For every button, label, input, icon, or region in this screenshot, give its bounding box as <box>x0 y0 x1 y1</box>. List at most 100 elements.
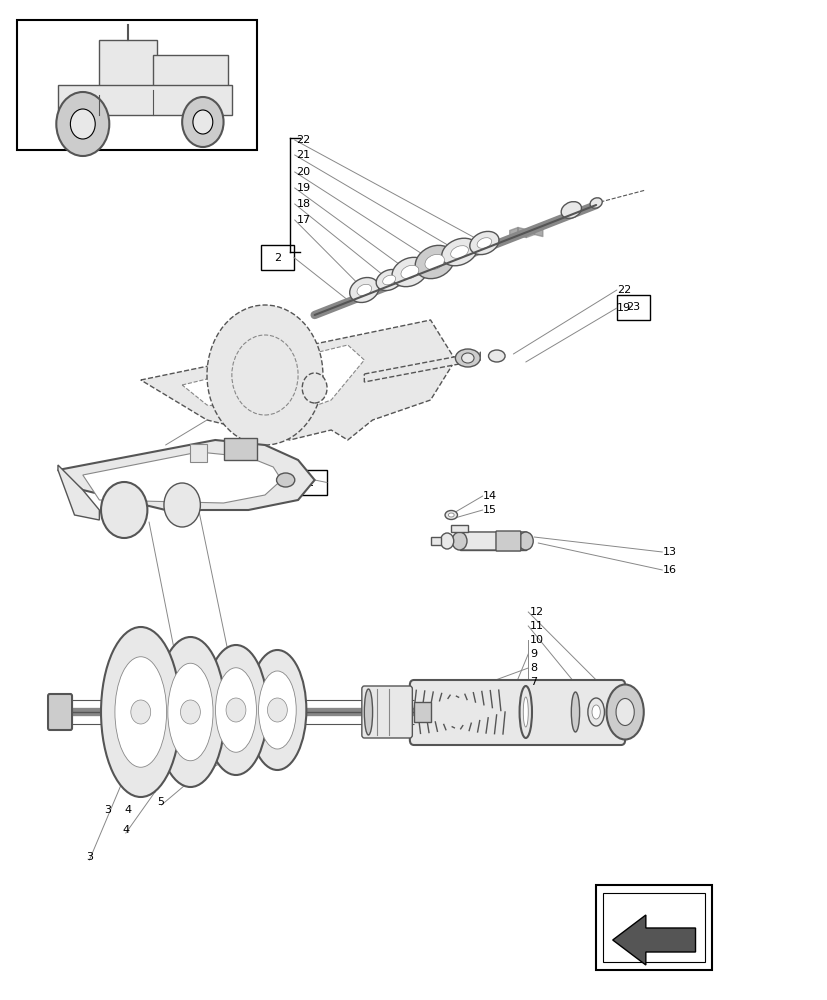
Bar <box>595 885 711 970</box>
FancyBboxPatch shape <box>461 532 527 550</box>
Circle shape <box>131 700 151 724</box>
Text: 4: 4 <box>122 825 130 835</box>
Ellipse shape <box>615 698 633 726</box>
Polygon shape <box>612 915 695 965</box>
Ellipse shape <box>391 257 428 287</box>
Circle shape <box>164 483 200 527</box>
Bar <box>261 245 294 270</box>
Text: 6: 6 <box>194 765 200 775</box>
Ellipse shape <box>248 650 306 770</box>
Ellipse shape <box>215 668 256 752</box>
Bar <box>223 438 256 460</box>
Text: 23: 23 <box>625 302 640 312</box>
Circle shape <box>232 335 298 415</box>
Circle shape <box>226 698 246 722</box>
Circle shape <box>56 92 109 156</box>
Circle shape <box>302 373 327 403</box>
Circle shape <box>440 533 453 549</box>
Circle shape <box>180 700 200 724</box>
Ellipse shape <box>101 627 180 797</box>
Bar <box>602 893 705 962</box>
Text: 5: 5 <box>149 785 155 795</box>
Text: 13: 13 <box>662 547 676 557</box>
Text: 10: 10 <box>529 635 543 645</box>
Text: 1: 1 <box>307 478 313 488</box>
Bar <box>294 470 327 495</box>
Bar <box>459 532 525 550</box>
Ellipse shape <box>204 645 267 775</box>
Bar <box>58 85 232 115</box>
Circle shape <box>101 482 147 538</box>
Text: 3: 3 <box>104 805 111 815</box>
Ellipse shape <box>469 231 499 255</box>
Ellipse shape <box>448 513 454 517</box>
Text: 16: 16 <box>662 565 676 575</box>
Ellipse shape <box>155 637 225 787</box>
Text: 7: 7 <box>529 677 537 687</box>
Text: 6: 6 <box>198 767 205 777</box>
Ellipse shape <box>400 265 418 279</box>
Ellipse shape <box>375 269 402 291</box>
Text: 9: 9 <box>529 649 537 659</box>
Circle shape <box>207 305 323 445</box>
Text: 20: 20 <box>296 167 310 177</box>
Text: 14: 14 <box>482 491 496 501</box>
Ellipse shape <box>461 353 473 363</box>
Ellipse shape <box>571 692 579 732</box>
Ellipse shape <box>258 671 296 749</box>
Bar <box>190 444 207 462</box>
Polygon shape <box>58 440 314 510</box>
Ellipse shape <box>455 349 480 367</box>
Ellipse shape <box>590 198 601 208</box>
Bar <box>99 40 157 95</box>
Text: 8: 8 <box>529 663 537 673</box>
FancyBboxPatch shape <box>361 686 412 738</box>
Text: 22: 22 <box>296 135 310 145</box>
Ellipse shape <box>519 686 532 738</box>
FancyBboxPatch shape <box>409 680 624 745</box>
Polygon shape <box>364 352 480 382</box>
Text: 17: 17 <box>296 215 310 225</box>
Polygon shape <box>141 320 455 440</box>
Polygon shape <box>83 452 281 503</box>
FancyBboxPatch shape <box>48 694 72 730</box>
Ellipse shape <box>115 657 166 767</box>
Text: 19: 19 <box>616 303 630 313</box>
Text: 19: 19 <box>296 183 310 193</box>
Circle shape <box>193 110 213 134</box>
Bar <box>616 295 649 320</box>
Ellipse shape <box>441 238 477 266</box>
Ellipse shape <box>488 350 504 362</box>
Ellipse shape <box>364 689 372 735</box>
Text: 3: 3 <box>86 852 93 862</box>
Text: 15: 15 <box>482 505 496 515</box>
Ellipse shape <box>523 697 528 727</box>
Text: 21: 21 <box>296 150 310 160</box>
Ellipse shape <box>382 275 395 285</box>
Ellipse shape <box>605 684 643 740</box>
Circle shape <box>70 109 95 139</box>
Text: 12: 12 <box>529 607 543 617</box>
Ellipse shape <box>414 245 454 279</box>
Polygon shape <box>414 702 430 722</box>
Ellipse shape <box>349 278 379 302</box>
Ellipse shape <box>445 510 457 520</box>
Text: 2: 2 <box>274 253 280 263</box>
Ellipse shape <box>587 698 604 726</box>
Ellipse shape <box>356 284 371 296</box>
Ellipse shape <box>518 532 533 550</box>
Ellipse shape <box>591 705 600 719</box>
Text: 22: 22 <box>616 285 630 295</box>
Ellipse shape <box>561 202 581 218</box>
Ellipse shape <box>276 473 294 487</box>
Polygon shape <box>58 465 99 520</box>
Ellipse shape <box>452 532 466 550</box>
Ellipse shape <box>450 246 468 258</box>
Circle shape <box>267 698 287 722</box>
FancyBboxPatch shape <box>495 531 520 551</box>
Circle shape <box>182 97 223 147</box>
Ellipse shape <box>168 663 213 761</box>
Text: 18: 18 <box>296 199 310 209</box>
Polygon shape <box>430 537 441 545</box>
Bar <box>153 55 227 90</box>
